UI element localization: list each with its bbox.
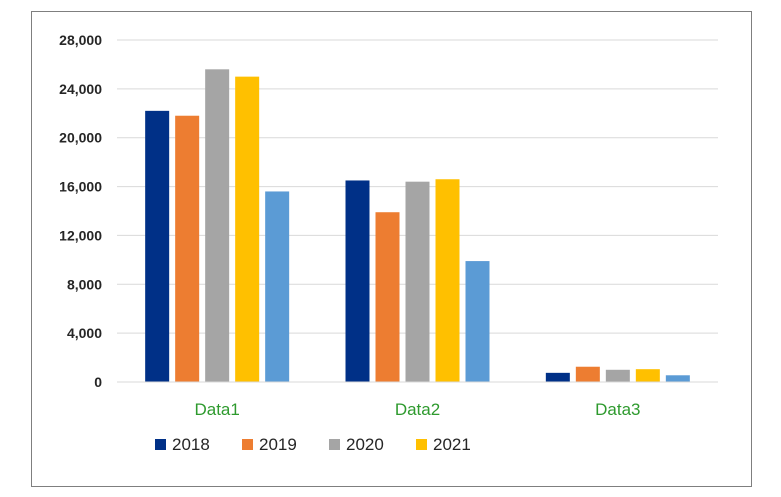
legend-label: 2020 (346, 435, 384, 454)
y-tick-label: 16,000 (59, 179, 102, 195)
category-labels: Data1 Data2 Data3 (194, 400, 640, 419)
bar-data1-series-2 (175, 115, 200, 382)
category-label: Data2 (395, 400, 440, 419)
legend-swatch (416, 439, 427, 450)
y-axis-ticks: 0 4,000 8,000 12,000 16,000 20,000 24,000 28,00… (59, 32, 102, 390)
y-tick-label: 24,000 (59, 81, 102, 97)
y-tick-label: 20,000 (59, 130, 102, 146)
bar-data2-series-4 (435, 179, 460, 382)
y-tick-label: 4,000 (67, 325, 102, 341)
bar-data1-series-1 (145, 110, 170, 382)
bar-data2-series-5 (465, 261, 490, 382)
legend-label: 2021 (433, 435, 471, 454)
category-label: Data3 (595, 400, 640, 419)
bar-data2-series-2 (375, 212, 400, 382)
bar-data2-series-1 (345, 180, 370, 382)
legend-label: 2018 (172, 435, 210, 454)
bar-data3-series-5 (665, 375, 690, 382)
bar-data3-series-2 (575, 366, 600, 382)
legend-swatch (155, 439, 166, 450)
bar-data3-series-4 (635, 369, 660, 382)
bar-data3-series-3 (605, 369, 630, 382)
y-tick-label: 0 (94, 374, 102, 390)
bars (145, 69, 690, 383)
chart-frame: 0 4,000 8,000 12,000 16,000 20,000 24,000 28,00… (31, 11, 752, 487)
bar-data1-series-4 (235, 76, 260, 383)
y-tick-label: 12,000 (59, 227, 102, 243)
bar-chart: 0 4,000 8,000 12,000 16,000 20,000 24,000 28,00… (59, 32, 718, 454)
legend-swatch (329, 439, 340, 450)
y-tick-label: 28,000 (59, 32, 102, 48)
legend-swatch (242, 439, 253, 450)
y-tick-label: 8,000 (67, 276, 102, 292)
bar-data2-series-3 (405, 181, 430, 382)
category-label: Data1 (194, 400, 239, 419)
bar-data1-series-5 (265, 191, 290, 382)
bar-data1-series-3 (205, 69, 230, 383)
bar-data3-series-1 (545, 372, 570, 382)
legend: 2018 2019 2020 2021 (155, 435, 471, 454)
legend-label: 2019 (259, 435, 297, 454)
